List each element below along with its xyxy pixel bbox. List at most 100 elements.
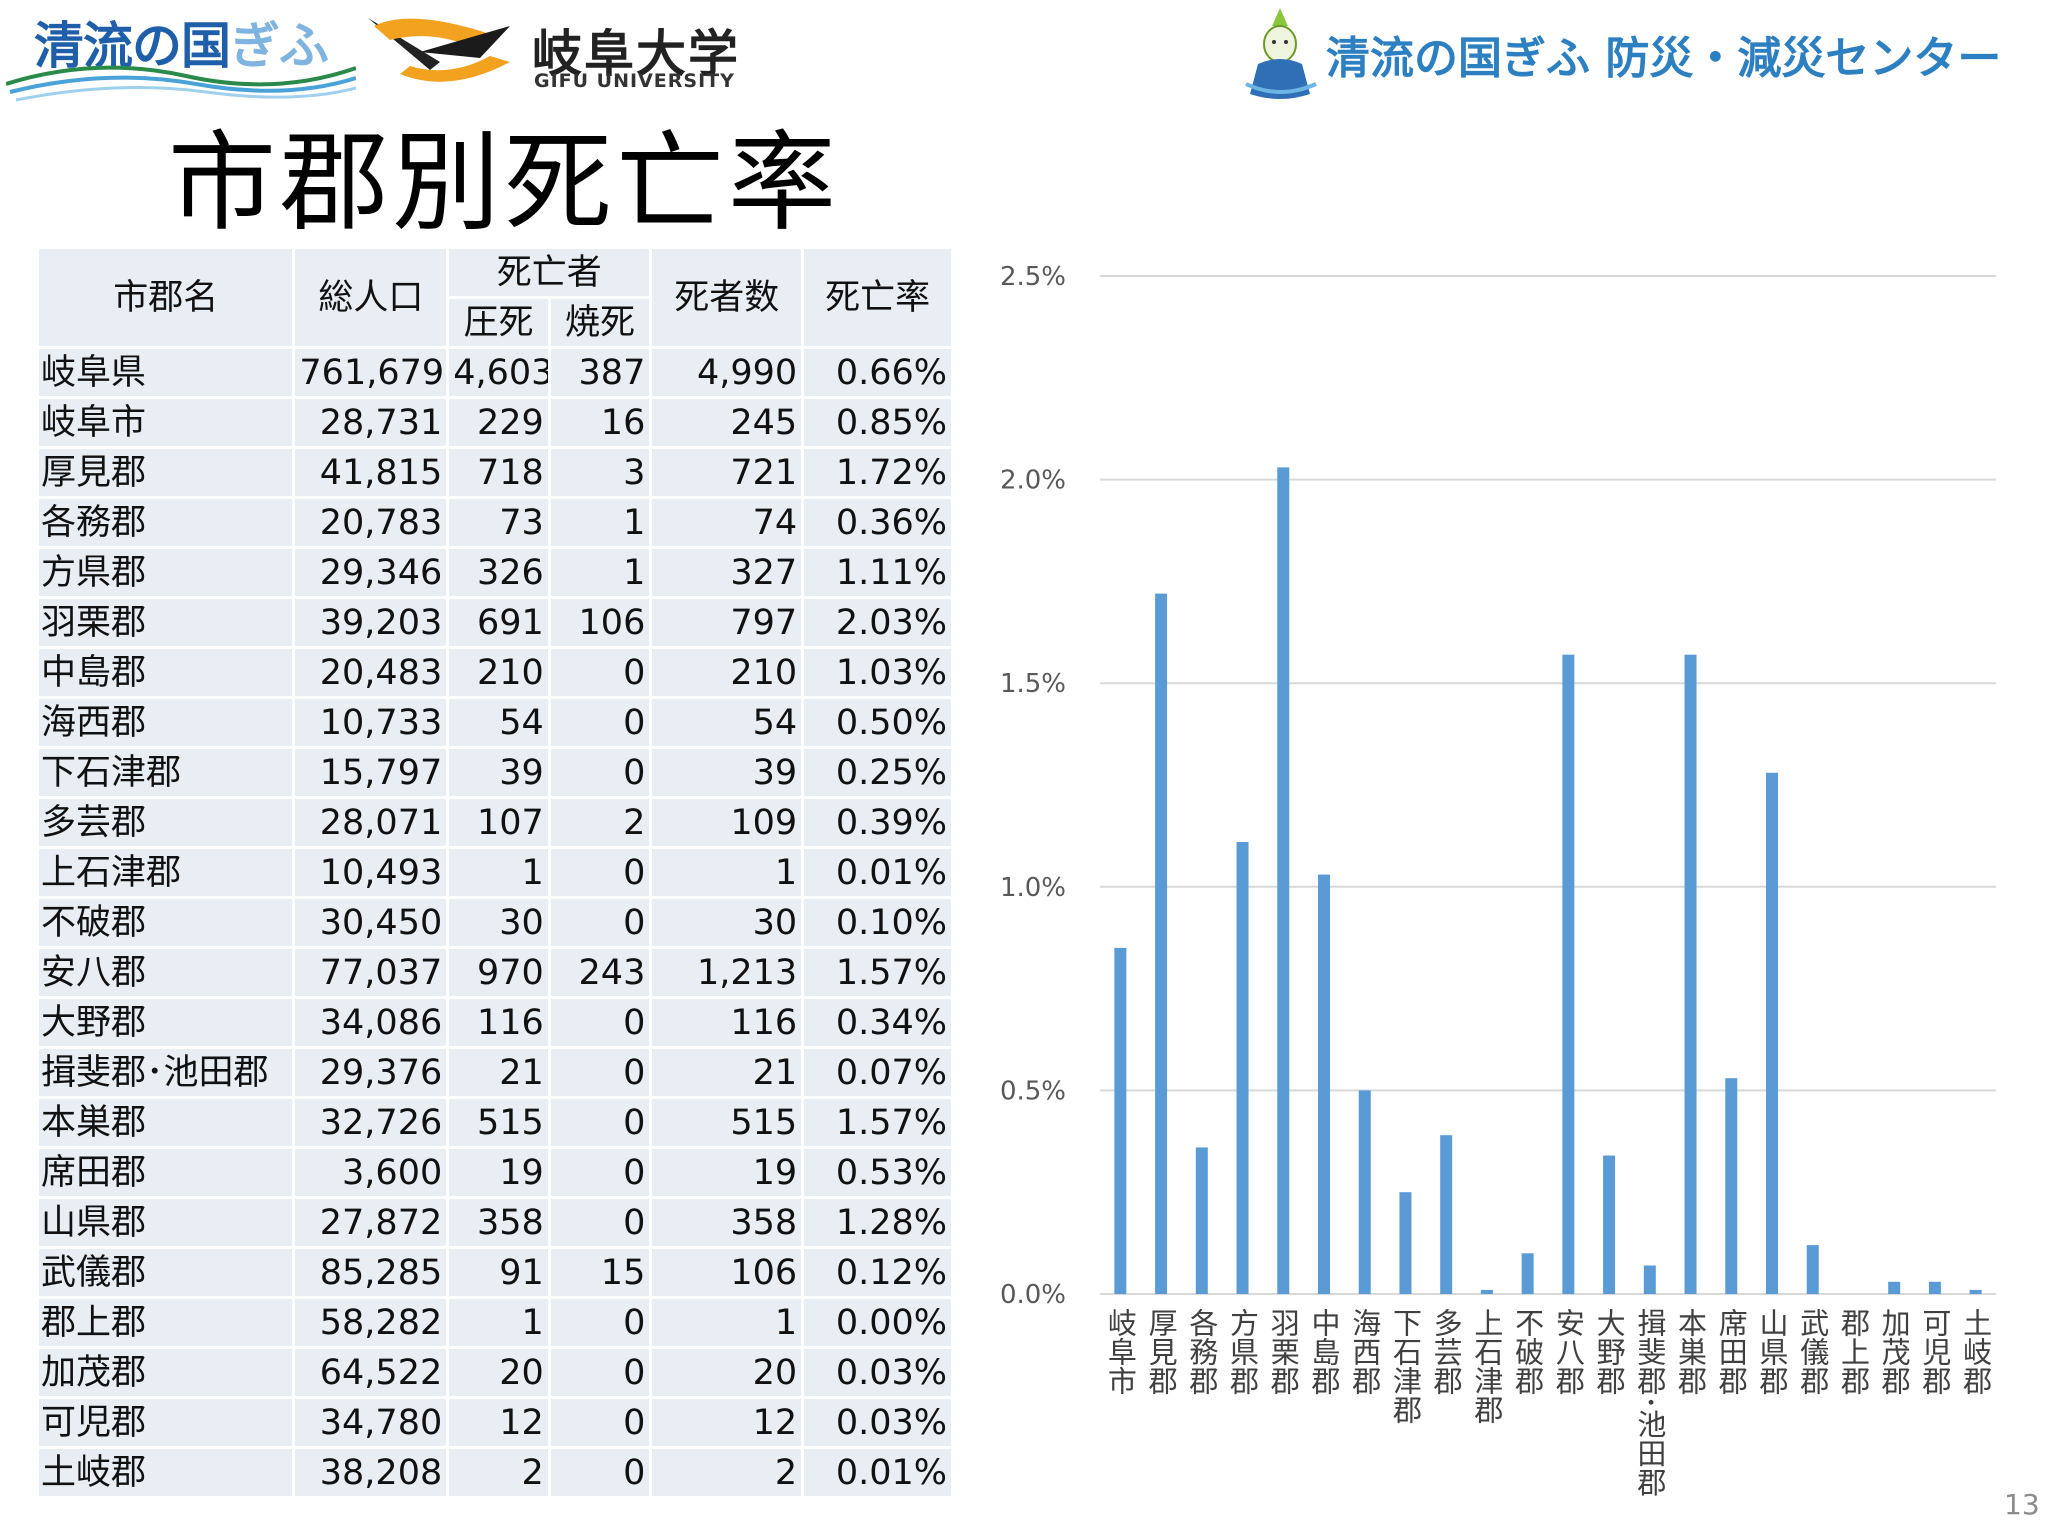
cell-burned: 1	[550, 499, 650, 546]
cell-burned: 0	[550, 649, 650, 696]
table-row: 揖斐郡･池田郡 29,376 21 0 21 0.07%	[39, 1049, 951, 1096]
cell-population: 28,071	[295, 799, 447, 846]
x-tick-label: 可児郡	[1918, 1308, 1952, 1395]
cell-crushed: 2	[449, 1449, 548, 1496]
x-tick-label: 厚見郡	[1144, 1308, 1178, 1395]
cell-population: 32,726	[295, 1099, 447, 1146]
gifu-university-subtitle: GIFU UNIVERSITY	[534, 70, 735, 92]
cell-burned: 15	[550, 1249, 650, 1296]
cell-crushed: 358	[449, 1199, 548, 1246]
seiryu-logo-text: 清流の国ぎふ	[34, 17, 329, 75]
cell-total: 515	[652, 1099, 802, 1146]
header-rate: 死亡率	[804, 249, 951, 346]
y-tick-label: 0.0%	[1000, 1280, 1066, 1310]
table-row: 武儀郡 85,285 91 15 106 0.12%	[39, 1249, 951, 1296]
cell-total: 797	[652, 599, 802, 646]
bar	[1643, 1265, 1656, 1294]
cell-crushed: 229	[449, 399, 548, 446]
bar	[1562, 654, 1575, 1294]
bar	[1969, 1289, 1982, 1294]
bar	[1806, 1245, 1819, 1294]
table-row: 席田郡 3,600 19 0 19 0.53%	[39, 1149, 951, 1196]
cell-crushed: 20	[449, 1349, 548, 1396]
cell-total: 21	[652, 1049, 802, 1096]
cell-burned: 0	[550, 1449, 650, 1496]
table-row: 山県郡 27,872 358 0 358 1.28%	[39, 1199, 951, 1246]
page-number: 13	[2004, 1488, 2040, 1521]
table-row: 上石津郡 10,493 1 0 1 0.01%	[39, 849, 951, 896]
bar	[1440, 1135, 1453, 1294]
cell-name: 不破郡	[39, 899, 293, 946]
cell-rate: 0.50%	[804, 699, 951, 746]
cell-rate: 0.00%	[804, 1299, 951, 1346]
x-tick-label: 下石津郡	[1388, 1308, 1422, 1424]
cell-population: 10,493	[295, 849, 447, 896]
cell-name: 土岐郡	[39, 1449, 293, 1496]
cell-total: 1	[652, 849, 802, 896]
y-tick-label: 2.5%	[1000, 262, 1066, 292]
cell-total: 54	[652, 699, 802, 746]
cell-rate: 0.36%	[804, 499, 951, 546]
cell-rate: 0.66%	[804, 349, 951, 396]
cell-rate: 0.07%	[804, 1049, 951, 1096]
cell-burned: 0	[550, 749, 650, 796]
cell-total: 39	[652, 749, 802, 796]
cell-crushed: 326	[449, 549, 548, 596]
cell-crushed: 691	[449, 599, 548, 646]
table-row: 方県郡 29,346 326 1 327 1.11%	[39, 549, 951, 596]
cell-crushed: 1	[449, 849, 548, 896]
cell-name: 下石津郡	[39, 749, 293, 796]
x-tick-label: 揖斐郡･池田郡	[1633, 1308, 1667, 1497]
cell-rate: 0.01%	[804, 849, 951, 896]
header-crushed: 圧死	[449, 299, 548, 346]
cell-name: 中島郡	[39, 649, 293, 696]
cell-total: 1,213	[652, 949, 802, 996]
cell-burned: 2	[550, 799, 650, 846]
bar	[1358, 1090, 1371, 1294]
cell-name: 海西郡	[39, 699, 293, 746]
cell-total: 20	[652, 1349, 802, 1396]
cell-name: 厚見郡	[39, 449, 293, 496]
cell-crushed: 12	[449, 1399, 548, 1446]
cell-total: 4,990	[652, 349, 802, 396]
cell-population: 58,282	[295, 1299, 447, 1346]
cell-name: 安八郡	[39, 949, 293, 996]
cell-name: 上石津郡	[39, 849, 293, 896]
bar	[1480, 1289, 1493, 1294]
table-row: 中島郡 20,483 210 0 210 1.03%	[39, 649, 951, 696]
bar	[1766, 772, 1778, 1294]
x-tick-label: 中島郡	[1307, 1308, 1341, 1395]
cell-population: 29,346	[295, 549, 447, 596]
mascot-icon	[1245, 8, 1317, 99]
cell-population: 15,797	[295, 749, 447, 796]
bar	[1277, 467, 1290, 1294]
cell-population: 10,733	[295, 699, 447, 746]
cell-total: 74	[652, 499, 802, 546]
cell-rate: 1.28%	[804, 1199, 951, 1246]
mortality-rate-bar-chart: 0.0% 0.5% 1.0% 1.5% 2.0% 2.5% 岐阜市 厚見郡 各務郡 方県郡 羽栗郡中…	[1000, 262, 1996, 1497]
table-row: 安八郡 77,037 970 243 1,213 1.57%	[39, 949, 951, 996]
cell-crushed: 1	[449, 1299, 548, 1346]
header-name: 市郡名	[39, 249, 293, 346]
table-row: 海西郡 10,733 54 0 54 0.50%	[39, 699, 951, 746]
x-tick-label: 羽栗郡	[1266, 1308, 1300, 1395]
cell-crushed: 970	[449, 949, 548, 996]
x-tick-label: 不破郡	[1511, 1308, 1545, 1395]
cell-crushed: 4,603	[449, 349, 548, 396]
bar	[1318, 874, 1330, 1294]
cell-rate: 0.53%	[804, 1149, 951, 1196]
cell-population: 34,086	[295, 999, 447, 1046]
cell-population: 29,376	[295, 1049, 447, 1096]
cell-total: 1	[652, 1299, 802, 1346]
cell-name: 席田郡	[39, 1149, 293, 1196]
cell-name: 多芸郡	[39, 799, 293, 846]
cell-total: 327	[652, 549, 802, 596]
cell-rate: 0.01%	[804, 1449, 951, 1496]
cell-population: 38,208	[295, 1449, 447, 1496]
y-tick-label: 2.0%	[1000, 466, 1066, 496]
cell-population: 34,780	[295, 1399, 447, 1446]
cell-crushed: 19	[449, 1149, 548, 1196]
header-burned: 焼死	[550, 299, 650, 346]
cell-rate: 0.03%	[804, 1399, 951, 1446]
cell-burned: 3	[550, 449, 650, 496]
